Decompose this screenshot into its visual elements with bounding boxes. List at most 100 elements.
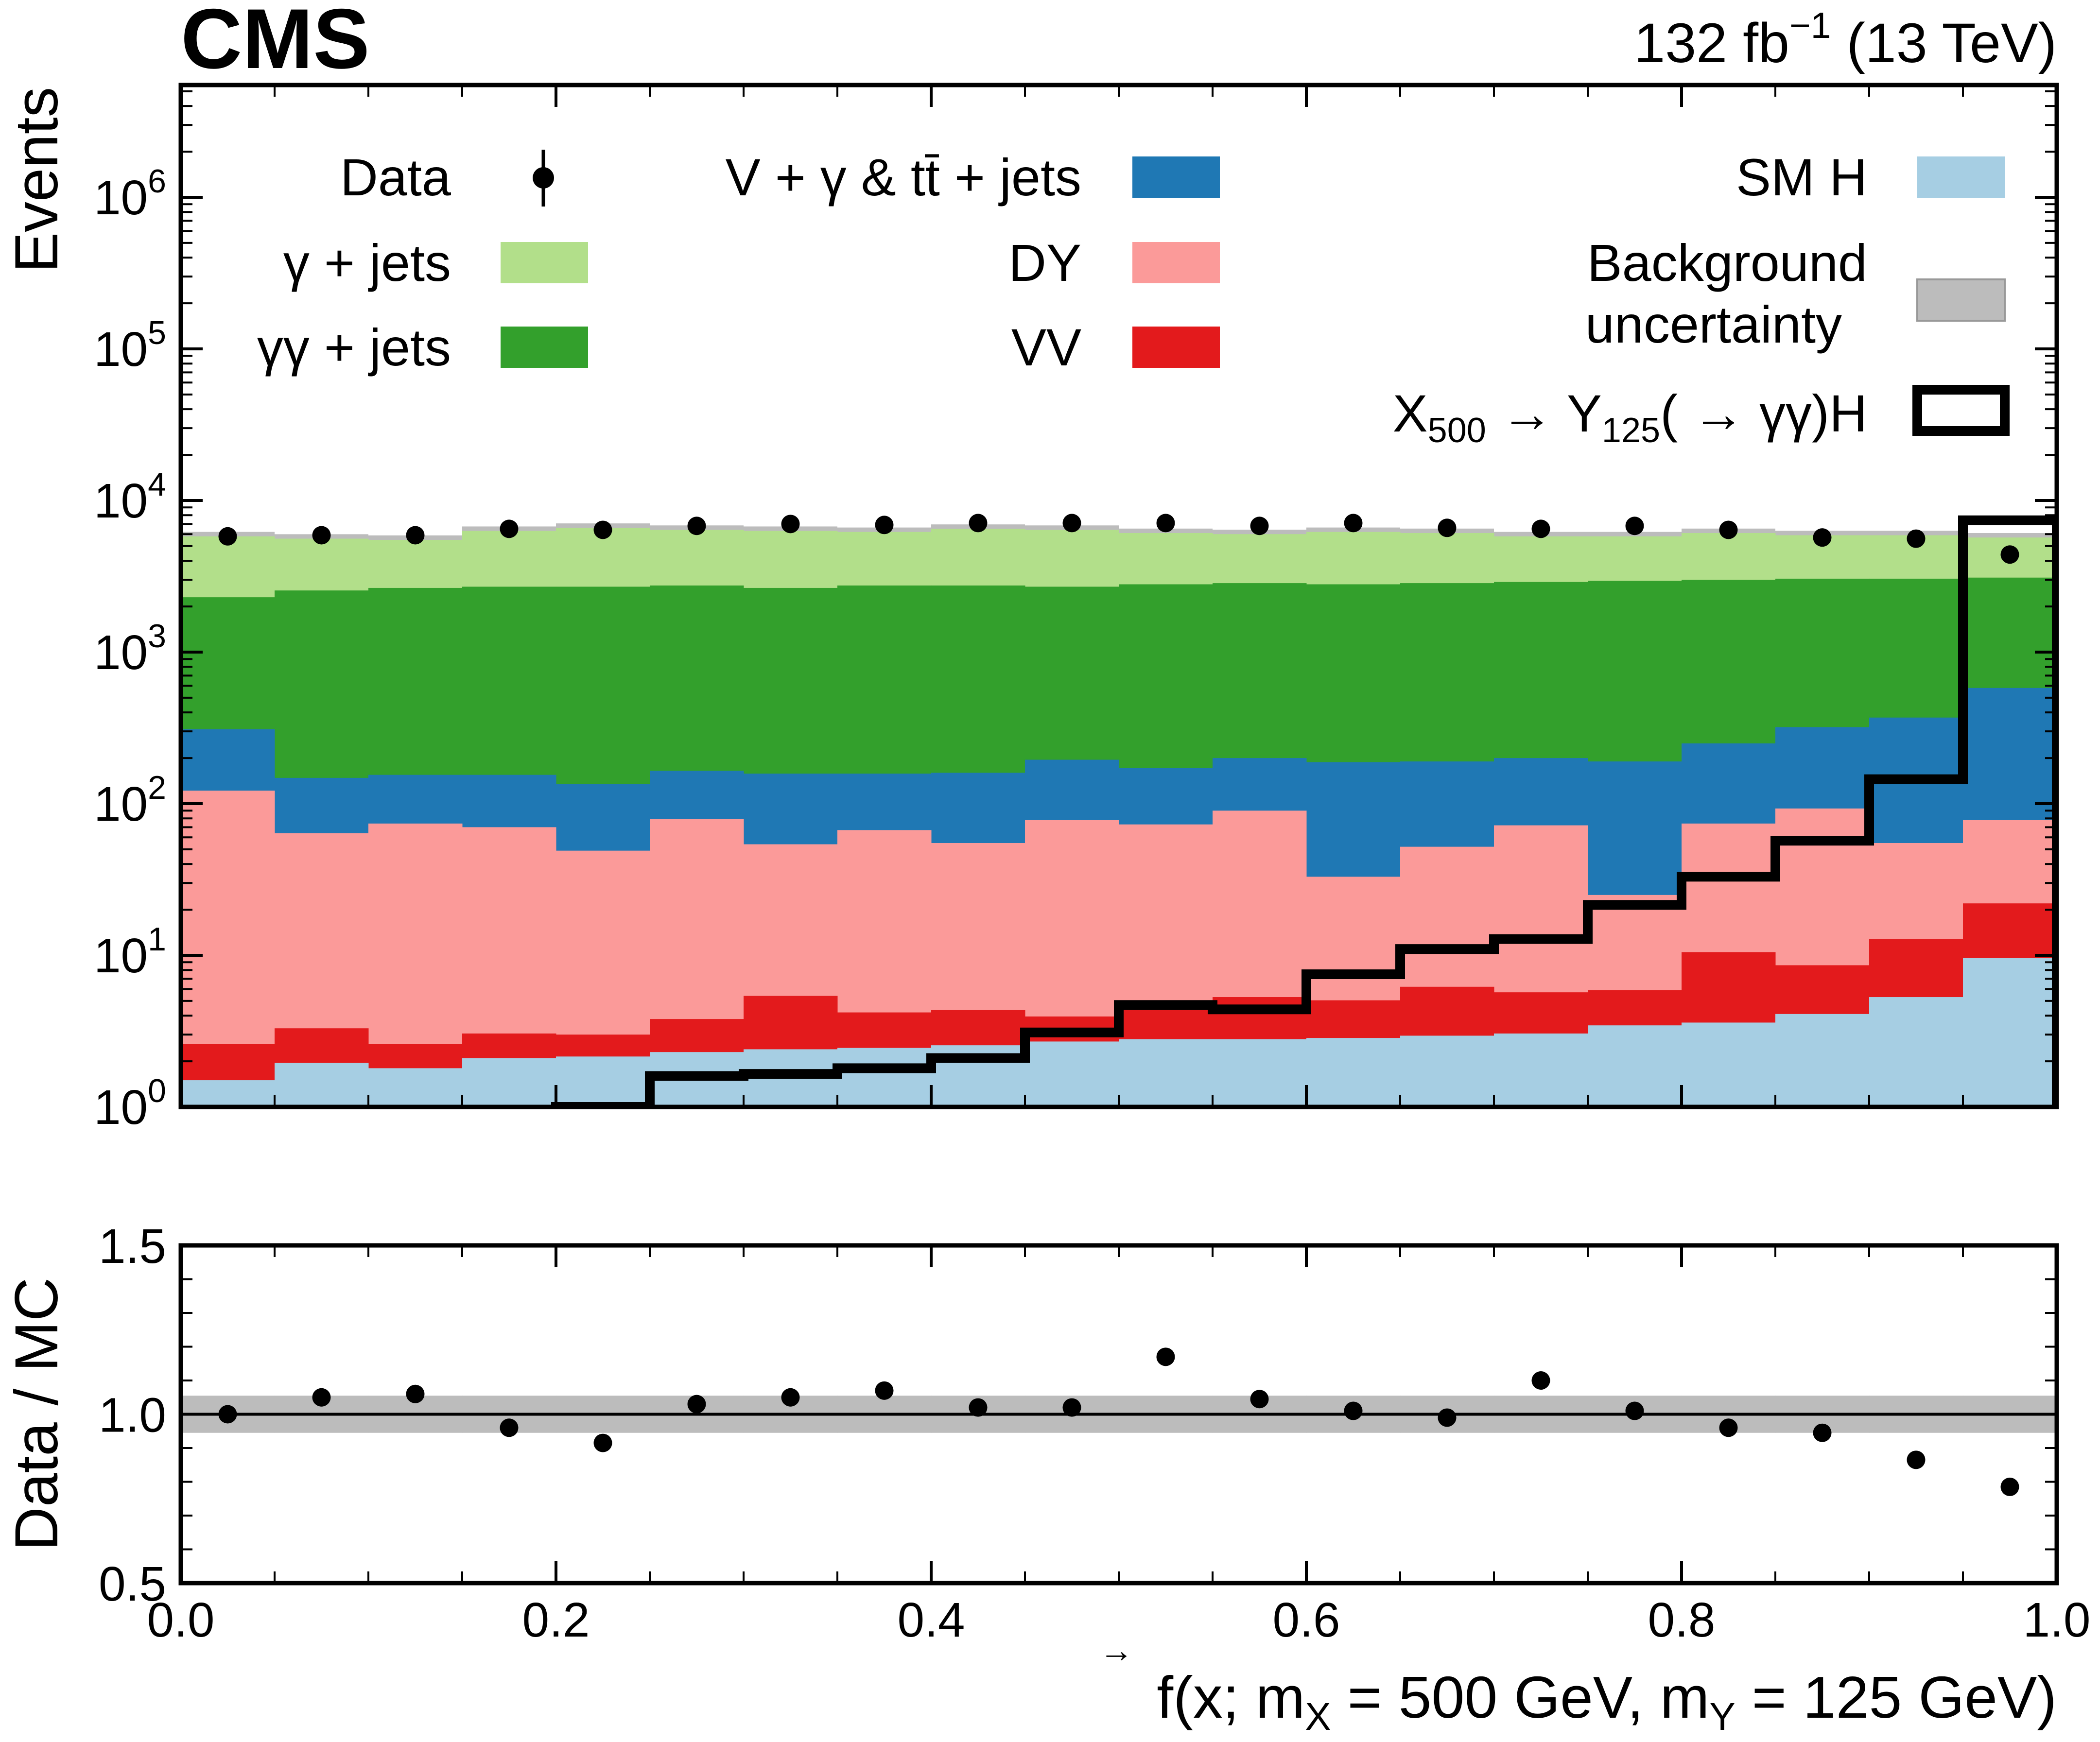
main-plot-area (181, 514, 2057, 1107)
ratio-point (1625, 1401, 1644, 1420)
y-tick-label: 100 (94, 1072, 166, 1135)
main-frame (178, 83, 2059, 1109)
ratio-y-tick-label: 1.5 (99, 1219, 166, 1274)
data-point (1438, 518, 1457, 537)
y-tick-exp: 3 (148, 618, 166, 655)
lumi-label: 132 fb−1 (13 TeV) (1634, 5, 2057, 74)
y-tick-label: 103 (94, 618, 166, 680)
xlabel-semi: ; m (1223, 1664, 1305, 1730)
legend-swatch-vgamma-ttbar (1132, 156, 1220, 198)
y-tick-label: 106 (94, 163, 166, 225)
bar-smh (1963, 958, 2057, 1107)
xlabel-mid: = 500 GeV, m (1331, 1664, 1710, 1730)
data-point (1719, 520, 1738, 539)
ratio-plot-area (181, 1347, 2057, 1496)
x-tick-label: 0.4 (897, 1593, 965, 1647)
data-point (500, 519, 519, 538)
ratio-point (312, 1388, 331, 1407)
legend-swatch-uncertainty (1916, 278, 2006, 322)
ratio-point (1531, 1371, 1550, 1390)
ratio-point (781, 1388, 800, 1407)
legend-label-data: Data (340, 148, 451, 207)
data-point (406, 526, 425, 545)
bar-smh (1775, 1014, 1870, 1107)
y-tick-exp: 2 (148, 769, 166, 806)
legend-swatch-diphoton-jets (501, 327, 588, 368)
data-point (1531, 519, 1550, 538)
y-tick-exp: 5 (148, 314, 166, 351)
energy-label: (13 TeV) (1831, 12, 2057, 74)
ratio-point (687, 1395, 706, 1414)
y-tick-base: 10 (94, 322, 148, 377)
y-tick-base: 10 (94, 171, 148, 225)
xlabel-sub-x: X (1305, 1695, 1331, 1738)
legend-label-dy: DY (1008, 233, 1081, 292)
legend-swatch-dy (1132, 242, 1220, 283)
ratio-point (1062, 1398, 1081, 1417)
legend-label-signal: X500 → Y125( → γγ)H (1393, 384, 1867, 450)
y-tick-label: 102 (94, 769, 166, 831)
data-point (2000, 545, 2019, 564)
legend: Data γ + jets γγ + jets V + γ & tt̄ + je… (257, 148, 2010, 450)
xlabel-arrow: → (1099, 1631, 1133, 1669)
bar-smh (837, 1048, 932, 1107)
x-tick-label: 0.8 (1648, 1593, 1715, 1647)
data-point (1062, 514, 1081, 533)
legend-signal-sub2: 125 (1602, 411, 1660, 450)
bar-smh (1213, 1039, 1307, 1107)
lumi-value: 132 fb (1634, 12, 1789, 74)
bar-smh (1119, 1039, 1213, 1107)
y-tick-base: 10 (94, 625, 148, 680)
bar-smh (181, 1080, 275, 1107)
ratio-point (1719, 1418, 1738, 1437)
x-tick-label: 1.0 (2023, 1593, 2090, 1647)
legend-label-diphoton-jets: γγ + jets (257, 318, 451, 377)
x-axis-title: f(x; mX = 500 GeV, mY = 125 GeV) (1157, 1664, 2057, 1738)
y-tick-label: 105 (94, 314, 166, 377)
legend-label-uncertainty-1: Background (1587, 233, 1867, 292)
bar-smh (1025, 1041, 1119, 1107)
legend-signal-end: ( → γγ)H (1660, 384, 1867, 443)
bar-smh (1682, 1022, 1776, 1107)
bar-smh (1306, 1038, 1401, 1107)
ratio-point (500, 1418, 519, 1437)
data-point (687, 517, 706, 535)
data-point (1250, 517, 1269, 535)
legend-swatch-gamma-jets (501, 242, 588, 283)
y-tick-base: 10 (94, 474, 148, 528)
ratio-y-tick-label: 0.5 (99, 1557, 166, 1611)
legend-label-vgamma-ttbar: V + γ & tt̄ + jets (726, 148, 1081, 207)
legend-swatch-signal (1912, 385, 2010, 436)
ratio-panel: 0.5 1.0 1.5 0.0 0.2 0.4 0.6 0.8 1.0 Data / MC (3, 1219, 2091, 1647)
y-tick-exp: 0 (148, 1072, 166, 1109)
bar-smh (1494, 1033, 1588, 1107)
ratio-y-tick-label: 1.0 (99, 1388, 166, 1443)
legend-marker-data (533, 150, 554, 207)
ratio-point (2000, 1477, 2019, 1496)
xlabel-sub-y: Y (1709, 1695, 1735, 1738)
legend-label-gamma-jets: γ + jets (283, 233, 451, 292)
y-tick-exp: 1 (148, 921, 166, 958)
xlabel-x: x (1193, 1664, 1223, 1730)
data-point (1344, 514, 1363, 533)
bar-smh (1588, 1025, 1682, 1107)
y-tick-base: 10 (94, 777, 148, 831)
data-point (218, 527, 237, 546)
ratio-point (1156, 1347, 1175, 1366)
bar-smh (1869, 997, 1963, 1107)
xlabel-end: = 125 GeV) (1736, 1664, 2057, 1730)
legend-signal-sub1: 500 (1428, 411, 1486, 450)
bar-smh (275, 1063, 369, 1107)
ratio-point (1250, 1390, 1269, 1409)
x-tick-label: 0.0 (147, 1593, 214, 1647)
bar-smh (556, 1056, 650, 1107)
ratio-point (969, 1398, 988, 1417)
legend-label-uncertainty-2: uncertainty (1585, 295, 1842, 354)
data-point (1625, 517, 1644, 535)
y-tick-base: 10 (94, 929, 148, 983)
ratio-point (218, 1405, 237, 1424)
data-point (1813, 528, 1832, 547)
bar-smh (368, 1068, 463, 1107)
